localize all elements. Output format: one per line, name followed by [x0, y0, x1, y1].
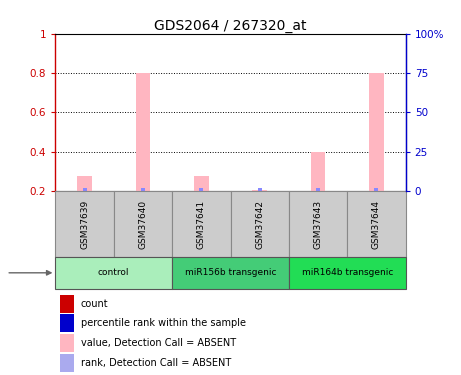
Bar: [289, 257, 406, 289]
Bar: [60, 334, 74, 352]
Bar: [311, 152, 325, 191]
Text: rank, Detection Call = ABSENT: rank, Detection Call = ABSENT: [81, 358, 231, 368]
Text: count: count: [81, 298, 108, 309]
Bar: [369, 73, 384, 191]
Text: GSM37643: GSM37643: [313, 200, 323, 249]
Bar: [289, 191, 347, 257]
Text: control: control: [98, 268, 130, 278]
Text: GSM37644: GSM37644: [372, 200, 381, 249]
Bar: [230, 191, 289, 257]
Text: percentile rank within the sample: percentile rank within the sample: [81, 318, 246, 328]
Title: GDS2064 / 267320_at: GDS2064 / 267320_at: [154, 19, 307, 33]
Bar: [347, 191, 406, 257]
Bar: [114, 191, 172, 257]
Bar: [77, 176, 92, 191]
Bar: [172, 257, 289, 289]
Bar: [60, 294, 74, 313]
Bar: [60, 314, 74, 333]
Text: GSM37639: GSM37639: [80, 200, 89, 249]
Text: miR164b transgenic: miR164b transgenic: [301, 268, 393, 278]
Bar: [253, 190, 267, 191]
Text: miR156b transgenic: miR156b transgenic: [185, 268, 276, 278]
Text: GSM37640: GSM37640: [138, 200, 148, 249]
Bar: [60, 354, 74, 372]
Bar: [172, 191, 230, 257]
Bar: [136, 73, 150, 191]
Text: value, Detection Call = ABSENT: value, Detection Call = ABSENT: [81, 338, 236, 348]
Bar: [194, 176, 208, 191]
Bar: [55, 257, 172, 289]
Text: GSM37642: GSM37642: [255, 200, 264, 249]
Text: GSM37641: GSM37641: [197, 200, 206, 249]
Bar: [55, 191, 114, 257]
